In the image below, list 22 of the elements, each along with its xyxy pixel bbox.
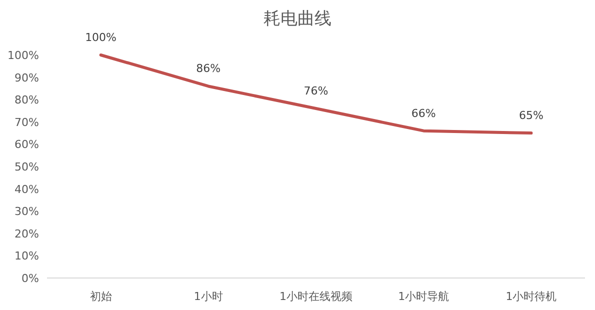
y-tick-label: 70% [14,116,39,129]
x-tick-label: 1小时在线视频 [280,290,352,303]
x-tick-label: 1小时导航 [398,290,450,303]
y-tick-label: 80% [14,94,39,107]
data-label: 65% [518,109,544,122]
data-label: 100% [85,31,117,44]
data-label: 86% [196,62,221,76]
y-tick-label: 60% [14,138,39,152]
y-tick-label: 0% [22,272,39,285]
y-tick-label: 50% [14,160,39,174]
data-label: 66% [411,106,436,120]
y-tick-label: 90% [14,71,39,84]
data-label: 76% [304,84,328,98]
y-tick-label: 40% [14,182,39,196]
y-tick-label: 20% [14,227,39,240]
x-tick-label: 初始 [90,290,112,303]
y-tick-label: 100% [8,49,39,62]
chart-title: 耗电曲线 [264,9,332,29]
y-tick-label: 30% [14,205,39,218]
y-tick-label: 10% [14,250,39,263]
x-tick-label: 1小时 [194,290,223,303]
x-tick-label: 1小时待机 [506,290,557,303]
